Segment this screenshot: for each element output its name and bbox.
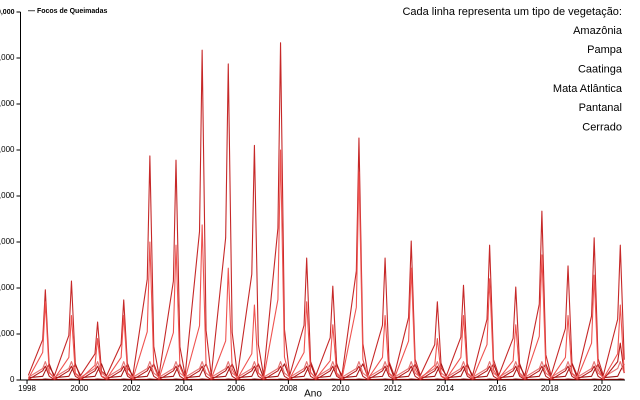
x-tick-label: 2006 bbox=[227, 384, 245, 393]
x-tick-label: 2014 bbox=[436, 384, 454, 393]
legend-entry: Caatinga bbox=[578, 64, 623, 76]
legend-entry: Pampa bbox=[587, 44, 623, 56]
y-tick-label: 30,000 bbox=[0, 237, 15, 246]
x-axis-label: Ano bbox=[304, 389, 322, 400]
x-tick-label: 2000 bbox=[70, 384, 88, 393]
y-tick-label: 60,000 bbox=[0, 99, 15, 108]
legend-entry: Mata Atlântica bbox=[553, 83, 623, 95]
y-axis-label: — Focos de Queimadas bbox=[28, 8, 107, 15]
legend-title: Cada linha representa um tipo de vegetaç… bbox=[402, 6, 622, 18]
x-tick-label: 2008 bbox=[279, 384, 297, 393]
series-line bbox=[28, 361, 625, 378]
x-tick-label: 2020 bbox=[593, 384, 611, 393]
x-tick-label: 2002 bbox=[123, 384, 141, 393]
legend-entry: Cerrado bbox=[582, 121, 622, 133]
series-line bbox=[27, 149, 625, 380]
series-line bbox=[28, 342, 625, 381]
x-tick-label: 2018 bbox=[541, 384, 559, 393]
y-tick-label: 0 bbox=[10, 375, 15, 384]
y-tick-label: 50,000 bbox=[0, 145, 15, 154]
x-tick-label: 1998 bbox=[18, 384, 36, 393]
y-tick-label: 10,000 bbox=[0, 329, 15, 338]
x-tick-label: 2004 bbox=[175, 384, 193, 393]
legend-entry: Amazônia bbox=[573, 25, 623, 37]
y-tick-label: 70,000 bbox=[0, 53, 15, 62]
series-line bbox=[28, 363, 625, 379]
x-tick-label: 2016 bbox=[489, 384, 507, 393]
y-tick-label: 40,000 bbox=[0, 191, 15, 200]
series-line bbox=[27, 42, 625, 376]
x-tick-label: 2010 bbox=[332, 384, 350, 393]
legend-entry: Pantanal bbox=[579, 102, 622, 114]
y-tick-label: 20,000 bbox=[0, 283, 15, 292]
x-tick-label: 2012 bbox=[384, 384, 402, 393]
y-tick-label: 80,000 bbox=[0, 9, 15, 16]
